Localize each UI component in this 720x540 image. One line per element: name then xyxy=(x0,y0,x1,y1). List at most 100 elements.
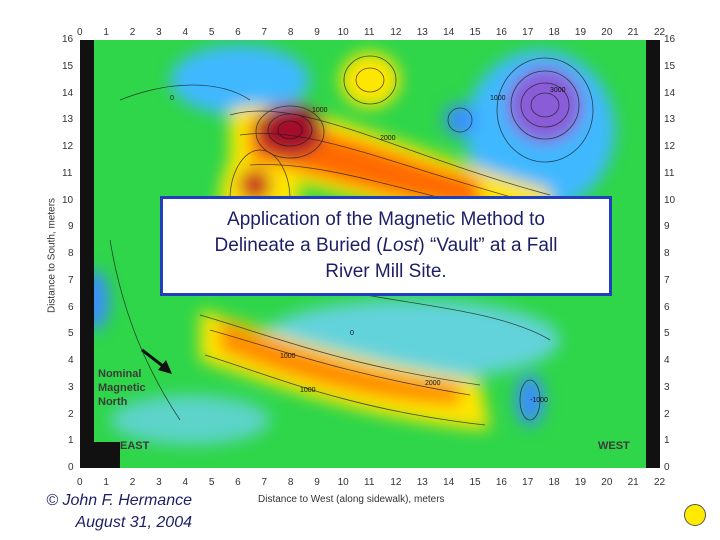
x-tick-bottom: 7 xyxy=(261,477,268,488)
y-axis-title: Distance to South, meters xyxy=(46,197,58,314)
title-box: Application of the Magnetic Method to De… xyxy=(160,196,612,296)
x-tick-top: 20 xyxy=(601,27,613,38)
contour-label: 2000 xyxy=(425,380,441,387)
y-tick-right: 10 xyxy=(664,194,676,206)
x-tick-top: 15 xyxy=(469,27,481,38)
y-tick-left: 11 xyxy=(62,167,73,179)
strong-negative-core xyxy=(507,67,583,143)
y-tick-right: 5 xyxy=(664,328,670,340)
contour-label: 0 xyxy=(350,330,354,337)
x-tick-top: 9 xyxy=(314,27,320,38)
y-tick-right: 3 xyxy=(664,381,670,393)
title-line2-post: ) “Vault” at a Fall xyxy=(418,235,558,256)
y-tick-right: 8 xyxy=(664,248,670,259)
moderate-anomaly-top xyxy=(340,52,400,108)
copyright-line1: © John F. Hermance xyxy=(46,492,192,509)
x-tick-top: 22 xyxy=(654,27,666,38)
y-tick-right: 14 xyxy=(664,87,676,99)
contour-label: -1000 xyxy=(530,397,548,404)
y-tick-right: 0 xyxy=(664,462,670,473)
y-tick-left: 14 xyxy=(62,87,74,99)
x-tick-top: 10 xyxy=(337,27,349,38)
negative-anomaly-south xyxy=(110,395,270,445)
x-tick-bottom: 18 xyxy=(548,477,560,488)
x-tick-top: 21 xyxy=(627,27,639,38)
copyright-line2: August 31, 2004 xyxy=(75,514,192,531)
x-tick-bottom: 12 xyxy=(390,477,402,488)
y-tick-right: 2 xyxy=(664,408,670,420)
y-tick-left: 8 xyxy=(68,248,74,259)
contour-value-labels: 1000 2000 1000 3000 1000 2000 1000 -1000… xyxy=(170,87,566,404)
x-tick-top: 8 xyxy=(287,27,294,38)
x-tick-bottom: 5 xyxy=(208,477,215,488)
map-frame-left xyxy=(80,40,94,468)
x-tick-top: 4 xyxy=(182,27,189,38)
contour-label: 1000 xyxy=(490,95,506,102)
y-tick-left: 1 xyxy=(68,435,74,447)
y-tick-left: 13 xyxy=(62,114,74,126)
east-label: EAST xyxy=(120,440,150,452)
x-tick-top: 5 xyxy=(208,27,215,38)
x-tick-bottom: 11 xyxy=(364,477,375,488)
y-tick-left: 2 xyxy=(68,408,74,420)
positive-anomaly-south xyxy=(220,320,460,405)
contour-label: 0 xyxy=(170,95,174,102)
y-tick-left: 0 xyxy=(68,462,74,473)
negative-anomaly-east xyxy=(516,374,544,426)
y-tick-right: 11 xyxy=(664,167,675,179)
slide-title: Application of the Magnetic Method to De… xyxy=(215,207,558,285)
x-tick-top: 12 xyxy=(390,27,402,38)
x-tick-bottom: 13 xyxy=(416,477,428,488)
negative-anomaly-ring xyxy=(444,104,476,136)
y-tick-left: 10 xyxy=(62,194,74,206)
x-tick-top: 6 xyxy=(235,27,241,38)
x-tick-top: 2 xyxy=(129,27,136,38)
y-tick-left: 5 xyxy=(68,328,74,340)
y-tick-left: 6 xyxy=(68,301,74,313)
y-tick-left: 7 xyxy=(68,274,74,286)
y-tick-right: 7 xyxy=(664,274,670,286)
strong-positive-secondary xyxy=(239,169,271,201)
north-label-line2: Magnetic xyxy=(98,382,146,394)
y-tick-left: 15 xyxy=(62,60,74,72)
x-tick-top: 17 xyxy=(522,27,534,38)
copyright-block: © John F. Hermance August 31, 2004 xyxy=(22,490,192,534)
x-tick-bottom: 9 xyxy=(314,477,320,488)
x-tick-bottom: 0 xyxy=(77,477,83,488)
x-tick-top: 0 xyxy=(77,27,83,38)
x-tick-bottom: 1 xyxy=(103,477,109,488)
contour-label: 2000 xyxy=(380,135,396,142)
west-label: WEST xyxy=(598,440,630,452)
x-tick-bottom: 8 xyxy=(287,477,294,488)
y-tick-right: 15 xyxy=(664,60,676,72)
y-tick-left: 3 xyxy=(68,381,74,393)
x-tick-bottom: 2 xyxy=(129,477,136,488)
y-tick-left: 9 xyxy=(68,221,74,233)
x-tick-bottom: 17 xyxy=(522,477,534,488)
title-line2-pre: Delineate a Buried ( xyxy=(214,235,383,256)
x-tick-top: 7 xyxy=(261,27,268,38)
map-frame-bottom-left xyxy=(80,442,120,468)
title-line3: River Mill Site. xyxy=(325,261,447,282)
contour-label: 1000 xyxy=(312,107,328,114)
x-tick-bottom: 14 xyxy=(443,477,455,488)
y-tick-right: 12 xyxy=(664,141,676,152)
north-label-line3: North xyxy=(98,396,128,408)
x-tick-bottom: 10 xyxy=(337,477,349,488)
title-line1: Application of the Magnetic Method to xyxy=(227,209,545,230)
x-tick-bottom: 3 xyxy=(156,477,162,488)
x-tick-bottom: 16 xyxy=(495,477,507,488)
y-tick-right: 4 xyxy=(664,355,670,366)
x-tick-bottom: 20 xyxy=(601,477,613,488)
north-arrow-icon xyxy=(141,348,172,374)
yellow-circle-icon xyxy=(684,504,706,526)
x-tick-top: 11 xyxy=(364,27,375,38)
x-tick-bottom: 6 xyxy=(235,477,241,488)
x-tick-top: 13 xyxy=(416,27,428,38)
y-tick-right: 9 xyxy=(664,221,670,233)
y-tick-left: 12 xyxy=(62,141,74,152)
x-tick-bottom: 15 xyxy=(469,477,481,488)
x-axis-title: Distance to West (along sidewalk), meter… xyxy=(258,494,445,505)
x-tick-top: 18 xyxy=(548,27,560,38)
